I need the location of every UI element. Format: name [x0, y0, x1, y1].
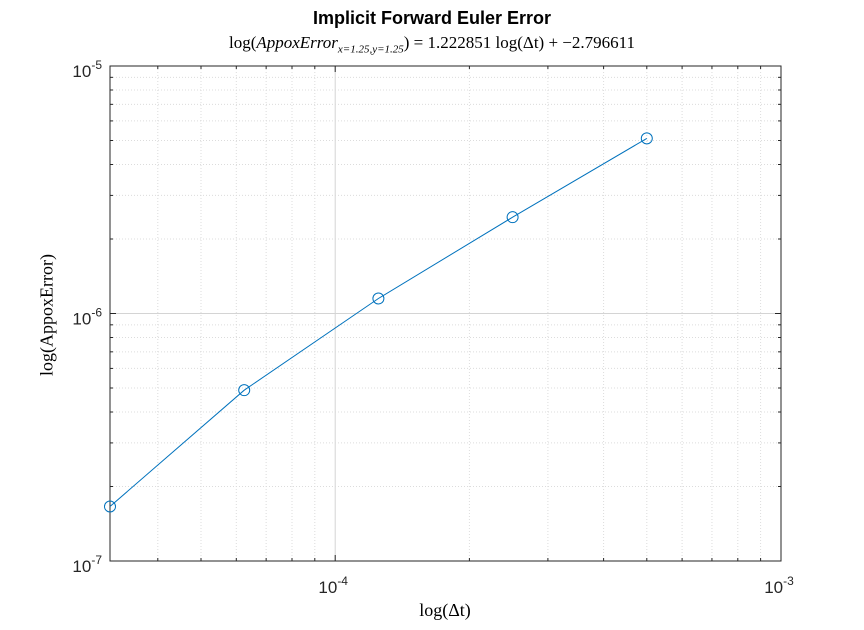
data-point [640, 132, 653, 145]
grid [110, 66, 781, 561]
subtitle-subscript: x=1.25,y=1.25 [337, 43, 404, 56]
x-tick-mantissa: 10 [318, 578, 337, 597]
chart-subtitle: log(AppoxErrorx=1.25,y=1.25) = 1.222851 … [0, 33, 864, 55]
data-point [372, 292, 385, 305]
y-tick-exponent: -6 [91, 306, 102, 320]
y-tick-exponent: -7 [91, 553, 102, 567]
ticks [110, 65, 782, 562]
subtitle-variable: AppoxError [256, 33, 338, 52]
data-point [238, 384, 251, 397]
x-tick-exponent: -4 [337, 574, 348, 588]
x-tick-exponent: -3 [783, 574, 794, 588]
x-axis-label: log(Δt) [419, 600, 471, 620]
series-line [109, 137, 648, 507]
y-tick-label: 10-7 [72, 553, 102, 576]
subtitle-prefix: log( [228, 33, 257, 52]
y-tick-label: 10-6 [72, 306, 102, 329]
x-tick-label: 10-3 [764, 574, 794, 597]
subtitle-equation: ) = 1.222851 log(Δt) + −2.796611 [403, 33, 636, 52]
tick-labels: 10-4 10-310-710-610-5 [72, 58, 794, 597]
y-tick-label: 10-5 [72, 58, 102, 81]
y-tick-mantissa: 10 [72, 557, 91, 576]
y-tick-mantissa: 10 [72, 62, 91, 81]
x-tick-label: 10-4 [318, 574, 348, 597]
chart-title: Implicit Forward Euler Error [312, 8, 552, 28]
y-tick-mantissa: 10 [72, 310, 91, 329]
x-tick-mantissa: 10 [764, 578, 783, 597]
data-point [506, 211, 519, 224]
data-point [104, 500, 116, 513]
y-tick-exponent: -5 [91, 58, 102, 72]
y-axis-label: log(AppoxError) [36, 254, 57, 376]
series [104, 132, 653, 513]
